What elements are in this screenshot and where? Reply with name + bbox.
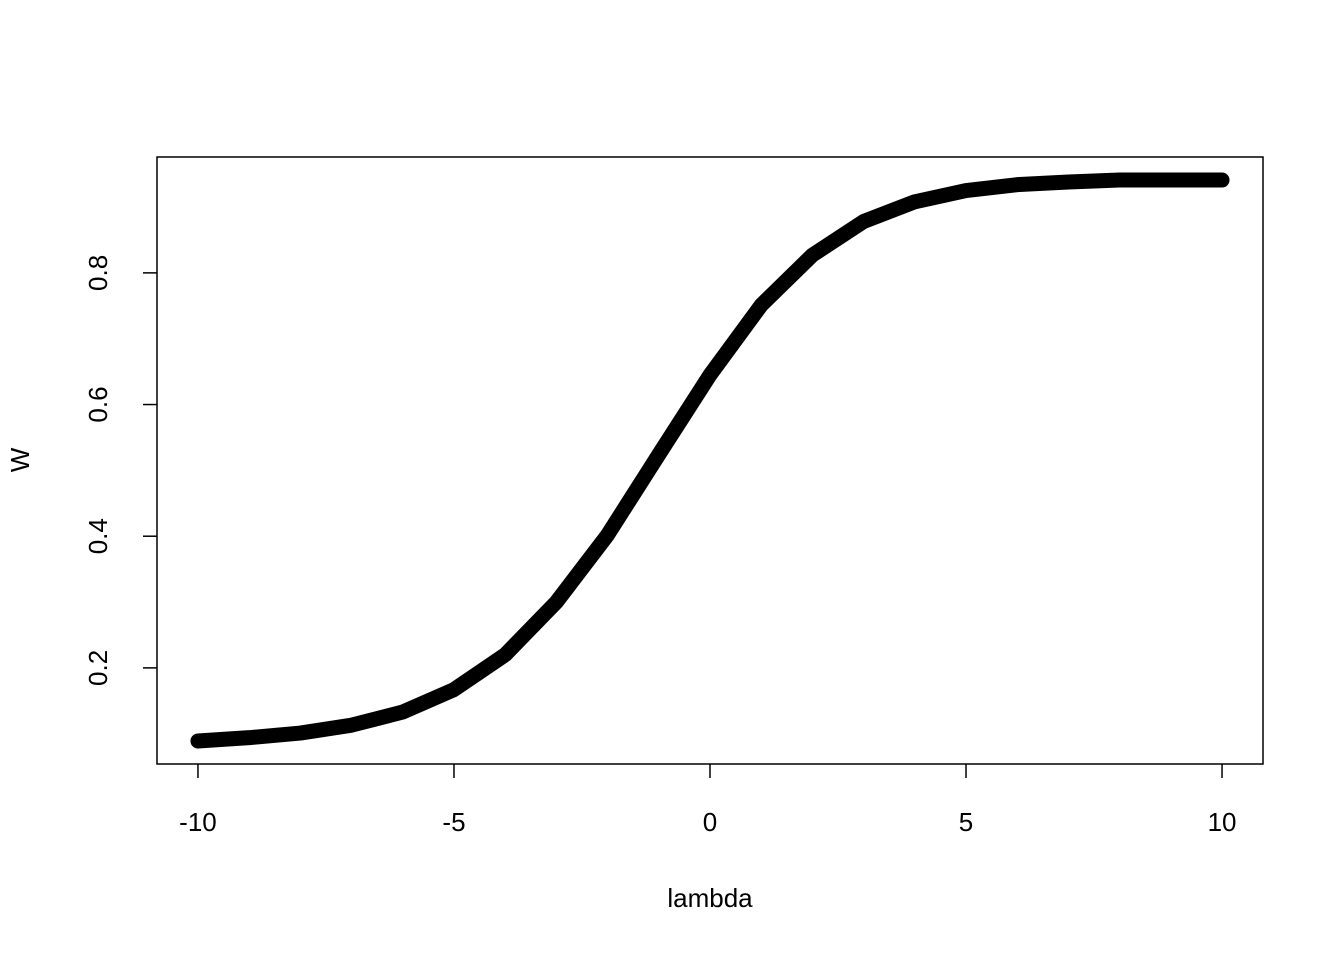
y-tick-label: 0.4 [83,518,113,554]
x-tick-label: 0 [703,807,717,837]
y-tick-label: 0.6 [83,386,113,422]
y-tick-label: 0.2 [83,650,113,686]
x-tick-label: -10 [179,807,217,837]
x-tick-label: 5 [959,807,973,837]
data-line [190,172,1230,749]
x-axis-label: lambda [667,883,753,913]
y-axis-label: W [5,447,35,472]
x-tick-label: -5 [442,807,465,837]
plot-frame [156,156,1264,765]
y-tick-label: 0.8 [83,255,113,291]
x-tick-label: 10 [1208,807,1237,837]
